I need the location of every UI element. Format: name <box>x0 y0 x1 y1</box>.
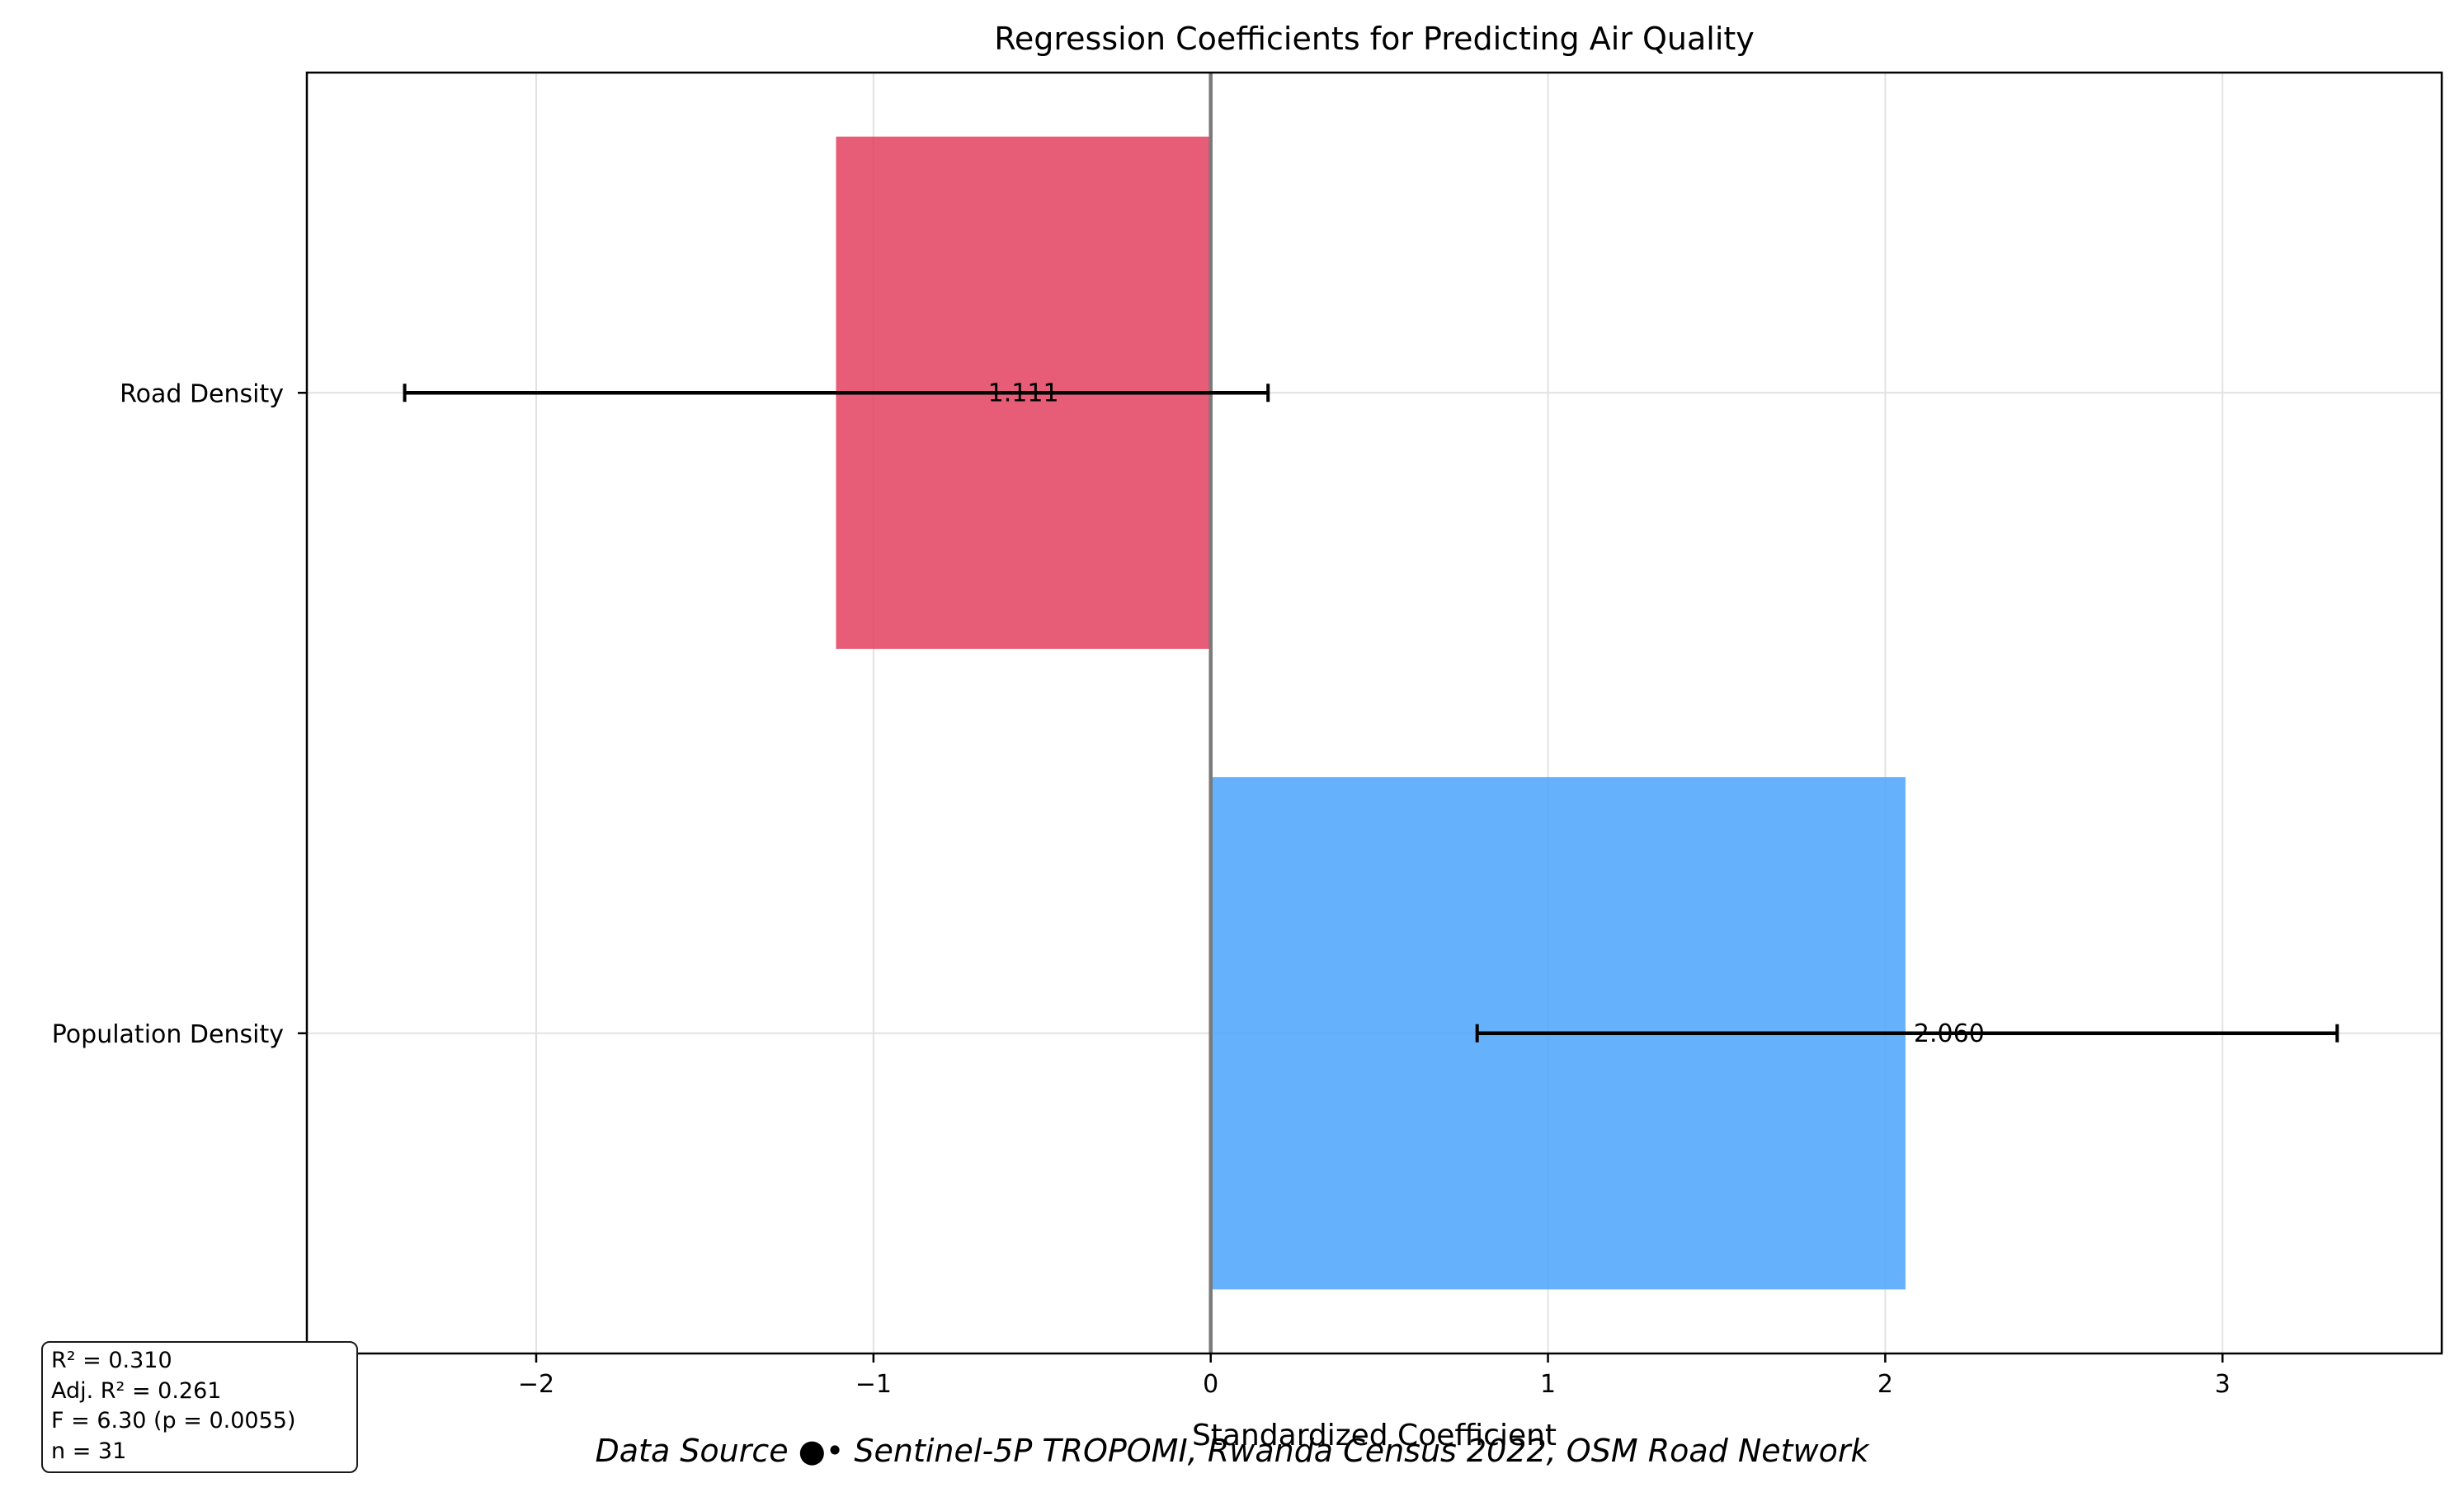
x-tick-label: 0 <box>1203 1370 1218 1399</box>
bar-value-label: 1.111 <box>988 379 1059 407</box>
error-bars-layer <box>403 384 2339 1043</box>
adjusted-r-squared-text: Adj. R² = 0.261 <box>51 1377 222 1404</box>
sample-size-text: n = 31 <box>51 1438 127 1464</box>
x-axis-label: Standardized Coefficient <box>1192 1419 1557 1452</box>
x-tick-label: 2 <box>1877 1370 1893 1399</box>
chart-title: Regression Coefficients for Predicting A… <box>994 21 1755 57</box>
bar-value-label: 2.060 <box>1914 1019 1985 1048</box>
x-tick-label: −2 <box>518 1370 554 1399</box>
x-tick-label: 1 <box>1540 1370 1556 1399</box>
plot-frame <box>305 71 2443 1355</box>
y-tick-label: Road Density <box>120 379 284 408</box>
r-squared-text: R² = 0.310 <box>51 1348 172 1373</box>
f-statistic-text: F = 6.30 (p = 0.0055) <box>51 1408 296 1433</box>
y-tick-label: Population Density <box>52 1020 284 1049</box>
axis-ticks-layer: −2 −1 0 1 2 3 Road Density Population Density <box>52 379 2231 1399</box>
regression-stats-box: R² = 0.310 Adj. R² = 0.261 F = 6.30 (p =… <box>41 1341 358 1473</box>
data-source-caption: Data Source ●• Sentinel-5P TROPOMI, Rwan… <box>595 1433 1869 1469</box>
data-labels-layer: 1.111 2.060 <box>988 379 1985 1048</box>
x-tick-label: 3 <box>2215 1370 2231 1399</box>
x-tick-label: −1 <box>855 1370 892 1399</box>
